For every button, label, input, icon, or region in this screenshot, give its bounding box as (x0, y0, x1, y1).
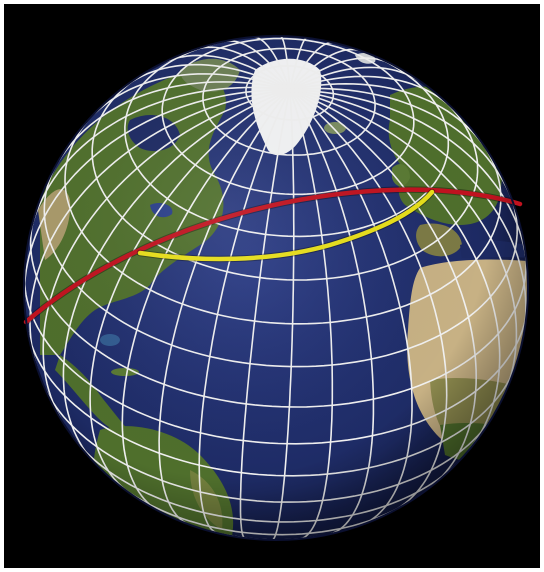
globe-outline (23, 35, 529, 541)
globe-map (22, 35, 529, 541)
globe-shading (24, 36, 528, 540)
image-frame (4, 4, 540, 568)
